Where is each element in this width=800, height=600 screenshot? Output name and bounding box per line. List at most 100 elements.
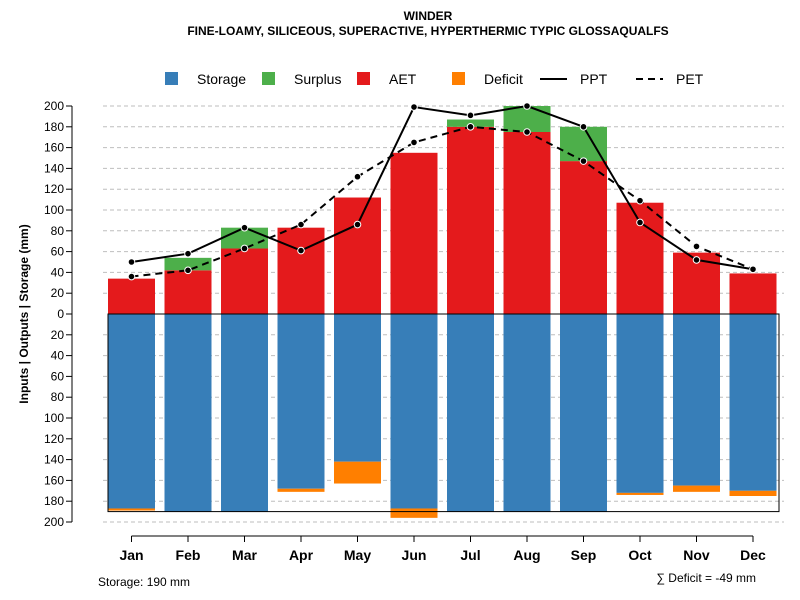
legend-swatch-surplus (262, 72, 275, 85)
y-tick-label: 100 (44, 411, 64, 425)
x-tick-label-jun: Jun (402, 547, 427, 563)
ppt-point-jun (410, 103, 418, 111)
storage-bar-dec (729, 314, 777, 491)
surplus-bar-feb (164, 257, 212, 271)
legend-label-aet: AET (389, 71, 417, 87)
surplus-bar-aug (503, 106, 551, 132)
legend-label-ppt: PPT (580, 71, 608, 87)
y-tick-label: 20 (51, 328, 65, 342)
ppt-point-oct (636, 218, 644, 227)
y-tick-label: 80 (51, 224, 65, 238)
storage-frame (107, 313, 780, 513)
deficit-bar-dec (729, 490, 777, 496)
ppt-point-jul (466, 111, 475, 120)
storage-bar-mar (221, 314, 268, 512)
deficit-footnote: ∑ Deficit = -49 mm (656, 571, 756, 585)
legend-swatch-aet (357, 72, 370, 85)
y-tick-label: 160 (44, 473, 64, 487)
x-tick-label-sep: Sep (571, 547, 597, 563)
storage-bar-jan (108, 314, 155, 509)
ppt-point-apr (297, 246, 305, 255)
ppt-line (131, 104, 754, 271)
legend-swatch-storage (165, 72, 178, 85)
storage-bar-may (334, 314, 381, 462)
y-tick-label: 80 (51, 390, 65, 404)
y-tick-label: 0 (57, 307, 64, 321)
ppt-point-aug (523, 102, 531, 110)
x-tick-label-jan: Jan (119, 547, 143, 563)
legend-label-deficit: Deficit (484, 71, 523, 87)
x-tick-label-jul: Jul (460, 547, 480, 563)
y-tick-label: 140 (44, 453, 64, 467)
deficit-bar-jan (108, 508, 155, 511)
storage-bar-jul (447, 314, 494, 512)
y-tick-label: 180 (44, 494, 64, 508)
ppt-point-nov (692, 256, 701, 264)
storage-bar-jun (390, 314, 438, 509)
surplus-bar-sep (560, 126, 607, 162)
x-tick-label-aug: Aug (513, 547, 540, 563)
bars (108, 106, 777, 518)
storage-bar-feb (164, 314, 212, 512)
legend-label-pet: PET (676, 71, 704, 87)
pet-line (131, 125, 754, 278)
ppt-point-sep (579, 123, 588, 131)
pet-point-oct (636, 196, 644, 205)
ppt-point-mar (240, 223, 249, 232)
storage-capacity-box (107, 313, 780, 513)
legend-label-surplus: Surplus (294, 71, 341, 87)
deficit-bar-apr (277, 488, 325, 492)
y-axis-label: Inputs | Outputs | Storage (mm) (17, 224, 31, 403)
deficit-bar-jun (390, 508, 438, 518)
y-axis: 2001801601401201008060402002040608010012… (44, 99, 73, 529)
aet-bar-apr (277, 227, 325, 314)
y-tick-label: 120 (44, 182, 64, 196)
y-tick-label: 180 (44, 120, 64, 134)
ppt-point-jan (127, 258, 136, 266)
pet-point-feb (184, 266, 192, 275)
x-tick-label-feb: Feb (176, 547, 201, 563)
x-axis: Jan Feb Mar Apr May Jun Jul Aug Sep Oct Nov Dec (119, 535, 766, 563)
x-tick-label-dec: Dec (740, 547, 766, 563)
storage-bar-sep (560, 314, 607, 512)
y-tick-label: 120 (44, 432, 64, 446)
y-tick-label: 60 (51, 369, 65, 383)
y-tick-label: 40 (51, 265, 65, 279)
pet-point-jun (410, 138, 418, 147)
y-tick-label: 200 (44, 515, 64, 529)
gridlines (103, 105, 784, 523)
pet-point-may (353, 172, 362, 181)
legend-swatch-deficit (452, 72, 465, 85)
storage-footnote: Storage: 190 mm (98, 575, 190, 589)
aet-bar-jan (108, 278, 155, 314)
chart-title: WINDER (404, 9, 453, 23)
y-tick-label: 60 (51, 245, 65, 259)
x-tick-label-mar: Mar (232, 547, 257, 563)
deficit-bar-oct (616, 492, 664, 495)
deficit-bar-may (334, 461, 381, 484)
ppt-point-dec (749, 265, 757, 274)
deficit-bar-nov (673, 485, 720, 492)
pet-point-sep (579, 157, 588, 165)
aet-bar-dec (729, 273, 777, 314)
aet-bar-sep (560, 161, 607, 314)
x-tick-label-nov: Nov (683, 547, 710, 563)
chart-subtitle: FINE-LOAMY, SILICEOUS, SUPERACTIVE, HYPE… (187, 24, 668, 38)
pet-point-apr (297, 220, 305, 229)
storage-bar-oct (616, 314, 664, 493)
y-tick-label: 140 (44, 161, 64, 175)
x-tick-label-may: May (344, 547, 371, 563)
storage-bar-aug (503, 314, 551, 512)
aet-bar-jul (447, 126, 494, 314)
pet-point-jan (127, 272, 136, 281)
y-tick-label: 20 (51, 286, 65, 300)
legend-label-storage: Storage (197, 71, 246, 87)
aet-bar-jun (390, 152, 438, 314)
aet-bar-mar (221, 248, 268, 314)
y-tick-label: 100 (44, 203, 64, 217)
aet-bar-may (334, 197, 381, 314)
x-tick-label-apr: Apr (289, 547, 314, 563)
pet-point-mar (240, 244, 249, 253)
ppt-point-feb (184, 249, 192, 258)
